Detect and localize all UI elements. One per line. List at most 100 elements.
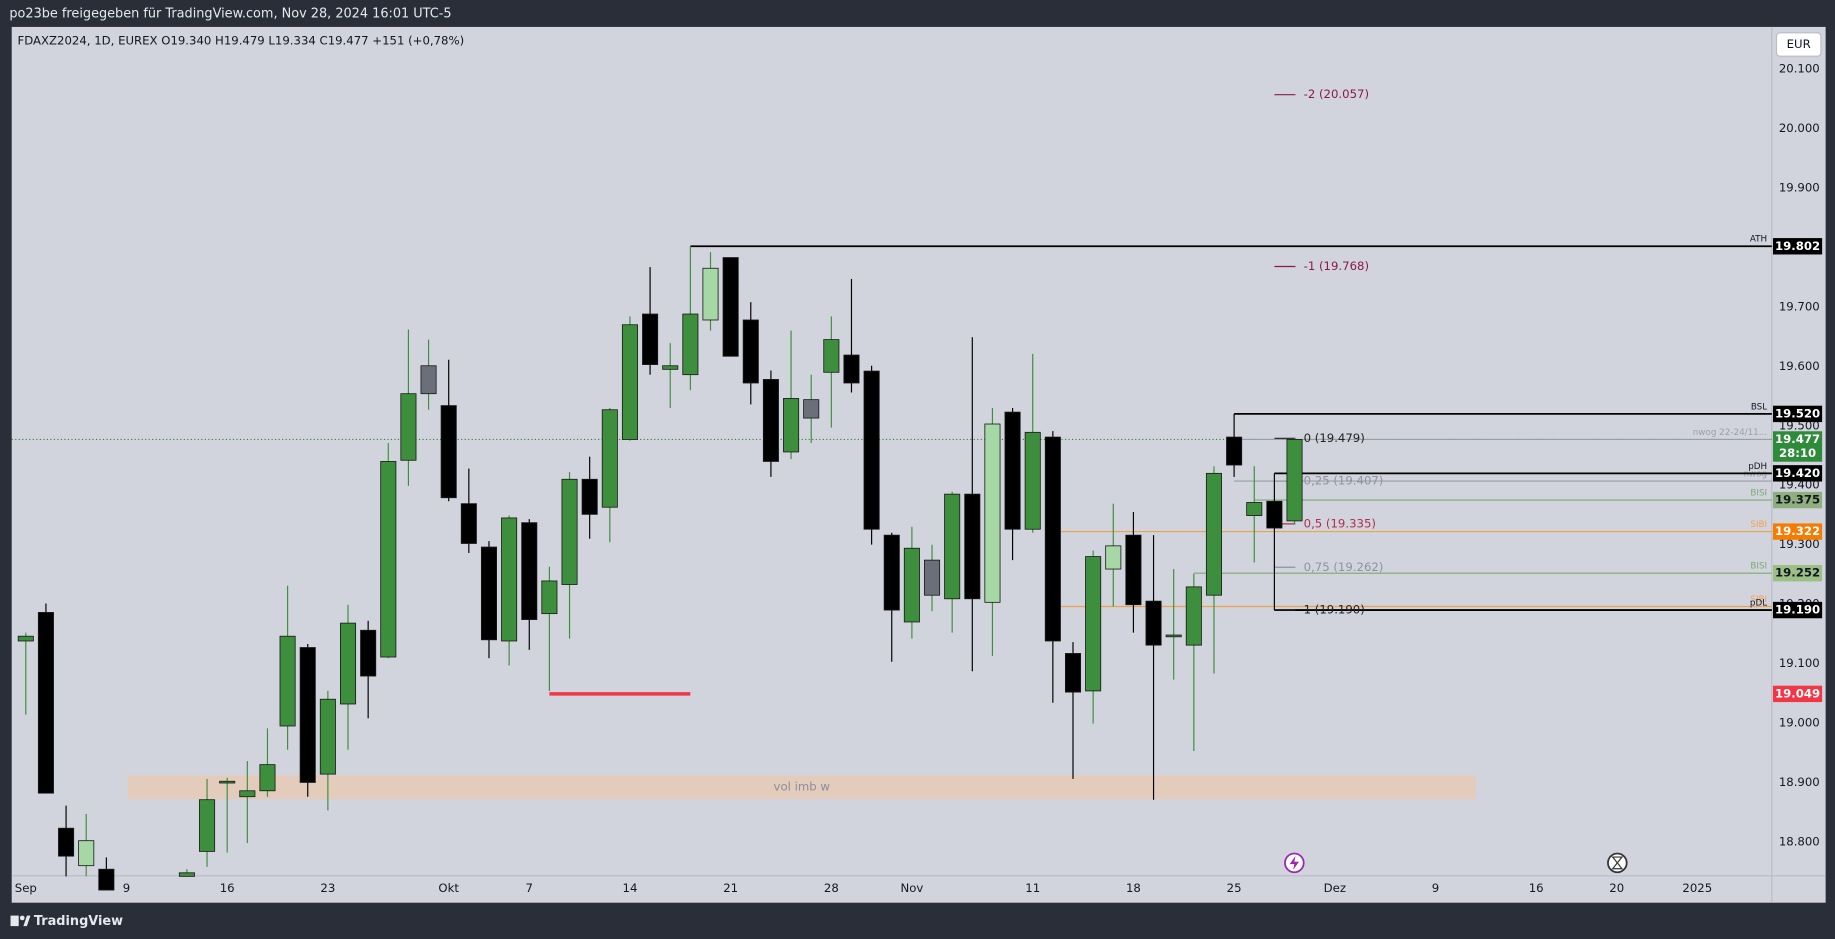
price-badge xyxy=(1772,523,1823,540)
candle-body xyxy=(1165,634,1182,638)
candle-body xyxy=(702,267,719,321)
x-tick-label: Nov xyxy=(900,881,923,895)
candle-body xyxy=(1266,500,1283,529)
candle-body xyxy=(863,370,880,530)
candle-body xyxy=(259,764,276,792)
event-icon[interactable] xyxy=(1284,852,1305,874)
candle-body xyxy=(1105,545,1122,570)
candle-body xyxy=(1044,436,1061,642)
fib-label: 0,75 (19.262) xyxy=(1304,560,1384,574)
candle-body xyxy=(984,423,1001,603)
price-badge xyxy=(1772,491,1823,509)
brand: TradingView xyxy=(34,914,123,929)
candle-body xyxy=(883,534,900,611)
level-label: BSL xyxy=(1751,402,1767,412)
currency-box[interactable] xyxy=(1775,32,1822,57)
candle-body xyxy=(944,493,961,600)
candle-body xyxy=(581,478,598,515)
candle-body xyxy=(823,339,840,373)
price-badge-label: 19.477 xyxy=(1775,432,1820,446)
fib-label: 0,25 (19.407) xyxy=(1304,474,1384,488)
level-label: BISI xyxy=(1750,562,1767,572)
x-tick-label: 25 xyxy=(1227,881,1242,895)
x-tick-label: 9 xyxy=(1432,881,1439,895)
fib-label: 0,5 (19.335) xyxy=(1304,516,1376,530)
candle-body xyxy=(682,313,699,376)
candle-body xyxy=(561,478,578,585)
price-badge xyxy=(1772,431,1823,462)
y-tick-label: 19.100 xyxy=(1779,656,1820,670)
candle-body xyxy=(78,840,95,867)
x-tick-label: 16 xyxy=(1529,881,1544,895)
price-badge xyxy=(1772,685,1823,703)
y-tick-label: 19.300 xyxy=(1779,537,1820,551)
candle-body xyxy=(662,365,679,370)
x-tick-label: 18 xyxy=(1126,881,1141,895)
candle-body xyxy=(621,324,638,440)
candle-body xyxy=(178,872,195,877)
candle-body xyxy=(762,379,779,462)
countdown: 28:10 xyxy=(1779,446,1816,460)
candle-body xyxy=(1064,653,1082,693)
y-tick-label: 18.900 xyxy=(1779,775,1820,789)
candle-body xyxy=(642,313,659,365)
x-tick-label: 7 xyxy=(526,881,533,895)
fib-label: 0 (19.479) xyxy=(1304,431,1365,445)
y-tick-label: 19.900 xyxy=(1779,181,1820,195)
price-badge-label: 19.520 xyxy=(1775,406,1820,420)
y-tick-label: 20.000 xyxy=(1779,121,1820,135)
price-badge-label: 19.252 xyxy=(1775,566,1820,580)
x-tick-label: 14 xyxy=(623,881,638,895)
candle-body xyxy=(1004,411,1021,530)
header: po23be freigegeben für TradingView.com, … xyxy=(9,7,451,22)
candle-body xyxy=(299,647,316,783)
price-badge-label: 19.375 xyxy=(1775,493,1820,507)
candle-body xyxy=(219,780,236,784)
price-badge xyxy=(1772,238,1823,255)
candle-body xyxy=(843,354,860,384)
candle-body xyxy=(1286,439,1303,522)
candle-body xyxy=(279,635,296,727)
y-tick-label: 19.600 xyxy=(1779,359,1820,373)
level-label: nwog 22-24/11... xyxy=(1693,428,1767,438)
candle-body xyxy=(521,522,538,620)
candle-body xyxy=(460,503,477,544)
y-tick-label: 20.100 xyxy=(1779,62,1820,76)
candle-body xyxy=(420,365,437,395)
candle-body xyxy=(380,461,397,658)
x-tick-label: Sep xyxy=(15,881,37,895)
candle-body xyxy=(601,409,618,508)
x-tick-label: 28 xyxy=(824,881,839,895)
legend: FDAXZ2024, 1D, EUREX O19.340 H19.479 L19… xyxy=(18,33,465,47)
candle-body xyxy=(440,405,457,499)
x-tick-label: 2025 xyxy=(1682,881,1712,895)
x-tick-label: 23 xyxy=(320,881,335,895)
price-badge-label: 19.322 xyxy=(1775,524,1820,538)
candle-body xyxy=(98,868,115,891)
session-icon[interactable] xyxy=(1607,852,1628,874)
fib-label: -1 (19.768) xyxy=(1304,259,1369,273)
candle-body xyxy=(783,398,800,453)
x-tick-label: 11 xyxy=(1025,881,1040,895)
candle-body xyxy=(400,393,417,461)
level-label: nwog xyxy=(1743,470,1767,480)
x-tick-label: Dez xyxy=(1324,881,1346,895)
currency[interactable]: EUR xyxy=(1787,37,1811,51)
price-badge-label: 19.049 xyxy=(1775,686,1820,700)
fib-label: 1 (19.190) xyxy=(1304,603,1365,617)
price-badge xyxy=(1772,565,1823,582)
price-badge-label: 19.190 xyxy=(1775,603,1820,617)
candle-body xyxy=(319,698,336,775)
candle-body xyxy=(964,493,981,600)
candle-body xyxy=(199,799,216,852)
candle-body xyxy=(1226,436,1243,466)
x-tick-label: 20 xyxy=(1609,881,1624,895)
candle-body xyxy=(1246,502,1263,516)
y-tick-label: 19.700 xyxy=(1779,299,1820,313)
y-tick-label: 18.800 xyxy=(1779,834,1820,848)
candle-body xyxy=(239,790,256,798)
candle-body xyxy=(58,827,75,857)
zone-label: vol imb w xyxy=(774,780,831,794)
y-tick-label: 19.000 xyxy=(1779,716,1820,730)
